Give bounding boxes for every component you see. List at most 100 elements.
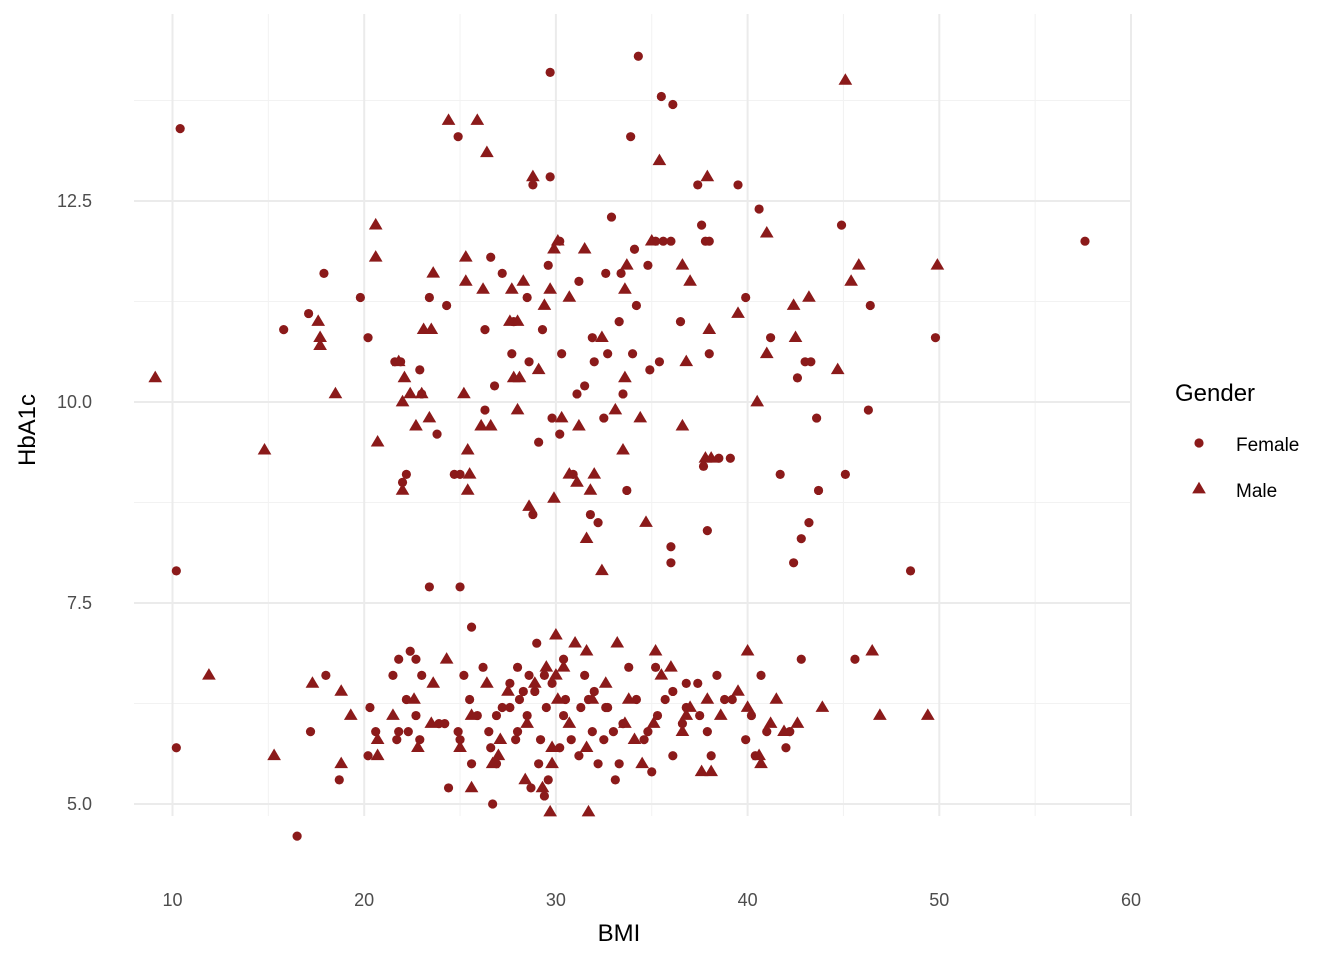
- point-male: [522, 499, 536, 511]
- point-female: [754, 204, 764, 214]
- point-male: [334, 756, 349, 769]
- point-female: [401, 469, 411, 479]
- point-female: [704, 349, 714, 359]
- point-male: [562, 716, 577, 728]
- point-male: [627, 732, 642, 744]
- point-male: [750, 394, 765, 407]
- point-male: [368, 250, 383, 262]
- y-tick-label: 10.0: [57, 392, 92, 412]
- point-female: [403, 727, 413, 737]
- point-female: [704, 236, 714, 246]
- point-female: [585, 509, 596, 520]
- point-female: [394, 727, 404, 737]
- point-female: [806, 357, 816, 367]
- point-male: [464, 780, 479, 793]
- point-male: [493, 732, 508, 744]
- point-male: [595, 330, 609, 342]
- point-female: [305, 727, 316, 737]
- point-female: [693, 678, 703, 689]
- point-male: [865, 644, 880, 656]
- point-female: [792, 373, 803, 383]
- point-female: [514, 694, 525, 705]
- point-female: [334, 775, 344, 785]
- point-female: [702, 526, 712, 536]
- point-female: [599, 735, 609, 745]
- legend-entry-female: Female: [1194, 435, 1299, 456]
- point-female: [543, 775, 553, 785]
- point-female: [681, 678, 691, 689]
- point-female: [417, 670, 427, 680]
- point-female: [480, 325, 490, 335]
- point-female: [840, 469, 850, 479]
- point-female: [555, 429, 565, 439]
- point-female: [518, 686, 528, 697]
- point-female: [660, 694, 670, 705]
- point-female: [762, 727, 772, 737]
- point-male: [654, 668, 669, 680]
- point-male: [838, 73, 853, 85]
- point-female: [541, 702, 551, 713]
- point-male: [830, 362, 845, 375]
- point-male: [305, 676, 320, 688]
- point-female: [702, 727, 712, 737]
- point-male: [763, 716, 778, 728]
- x-tick-label: 50: [929, 890, 949, 910]
- point-female: [566, 735, 576, 745]
- point-male: [516, 274, 531, 286]
- point-male: [148, 370, 163, 383]
- point-female: [505, 702, 515, 713]
- point-female: [497, 702, 507, 713]
- point-female: [488, 799, 498, 809]
- point-female: [455, 582, 465, 592]
- point-male: [675, 258, 690, 270]
- point-female: [614, 317, 624, 327]
- point-female: [629, 244, 640, 254]
- point-male: [683, 274, 697, 286]
- point-female: [599, 413, 609, 423]
- point-female: [627, 349, 638, 359]
- point-female: [668, 99, 678, 110]
- point-male: [334, 684, 349, 696]
- point-male: [460, 483, 475, 495]
- point-male: [313, 330, 327, 342]
- point-male: [476, 282, 490, 294]
- point-female: [279, 325, 289, 335]
- point-female: [587, 727, 597, 737]
- point-female: [478, 662, 488, 672]
- point-male: [683, 700, 697, 712]
- point-female: [658, 236, 668, 246]
- point-female: [733, 180, 743, 190]
- point-male: [550, 692, 565, 704]
- point-female: [507, 349, 517, 359]
- point-male: [460, 443, 475, 455]
- point-female: [725, 453, 735, 463]
- point-female: [491, 710, 502, 721]
- point-male: [549, 627, 563, 640]
- point-female: [905, 566, 916, 576]
- point-female: [666, 542, 676, 552]
- point-male: [202, 668, 216, 680]
- point-female: [453, 727, 463, 737]
- point-male: [485, 756, 500, 769]
- point-male: [595, 563, 609, 576]
- point-male: [621, 692, 636, 704]
- point-female: [539, 791, 549, 801]
- point-male: [526, 169, 540, 182]
- point-female: [712, 670, 722, 680]
- point-female: [459, 670, 469, 680]
- point-male: [545, 740, 559, 753]
- point-female: [622, 485, 632, 496]
- legend-label-female: Female: [1236, 435, 1299, 456]
- point-female: [603, 702, 613, 713]
- point-male: [731, 684, 745, 696]
- y-tick-label: 5.0: [67, 794, 92, 814]
- point-male: [439, 652, 454, 664]
- point-female: [574, 276, 584, 286]
- point-female: [466, 622, 477, 632]
- point-male: [572, 418, 586, 431]
- point-male: [403, 386, 418, 399]
- point-female: [666, 236, 676, 246]
- point-female: [610, 775, 620, 785]
- point-male: [851, 258, 866, 270]
- point-female: [489, 381, 500, 391]
